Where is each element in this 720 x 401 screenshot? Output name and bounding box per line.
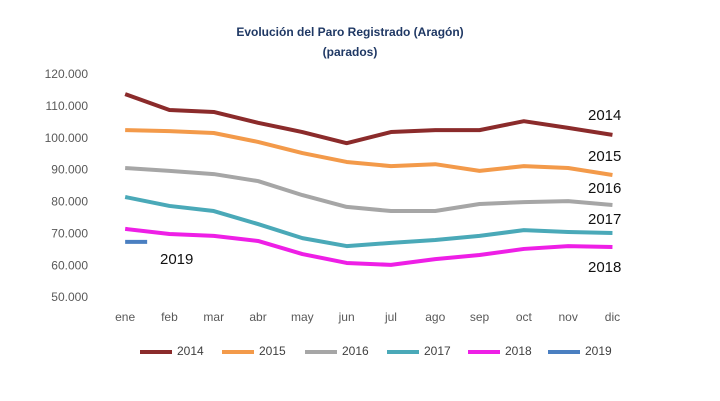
- y-tick-label: 50.000: [51, 290, 88, 304]
- legend-label: 2014: [177, 344, 204, 358]
- x-tick-label: abr: [249, 310, 266, 324]
- x-tick-label: dic: [605, 310, 620, 324]
- legend-label: 2015: [259, 344, 286, 358]
- series-line: [124, 226, 613, 267]
- series-label: 2018: [588, 259, 621, 276]
- x-tick-label: ago: [425, 310, 445, 324]
- series-label: 2015: [588, 148, 621, 165]
- x-tick-label: feb: [161, 310, 178, 324]
- x-tick-label: sep: [470, 310, 490, 324]
- x-tick-label: mar: [203, 310, 224, 324]
- y-tick-label: 110.000: [46, 99, 89, 113]
- x-tick-label: oct: [516, 310, 533, 324]
- series-line: [125, 166, 613, 214]
- x-tick-label: ene: [115, 310, 135, 324]
- series-line: [124, 195, 613, 249]
- legend-label: 2017: [424, 344, 451, 358]
- y-tick-label: 80.000: [51, 195, 88, 209]
- y-tick-label: 120.000: [45, 67, 89, 81]
- legend-label: 2019: [585, 344, 612, 358]
- y-tick-label: 90.000: [51, 163, 88, 177]
- series-line: [124, 92, 613, 146]
- x-tick-label: jul: [384, 310, 397, 324]
- series-label: 2016: [588, 180, 621, 197]
- x-tick-label: may: [291, 310, 314, 324]
- series-line: [125, 128, 613, 178]
- series-label: 2019: [160, 251, 193, 268]
- y-tick-label: 70.000: [51, 226, 88, 240]
- series-label: 2017: [588, 211, 621, 228]
- legend-label: 2016: [342, 344, 369, 358]
- chart-title: Evolución del Paro Registrado (Aragón): [236, 25, 463, 39]
- y-tick-label: 60.000: [51, 258, 88, 272]
- x-tick-label: jun: [338, 310, 355, 324]
- series-label: 2014: [588, 107, 621, 124]
- x-tick-label: nov: [558, 310, 577, 324]
- y-tick-label: 100.000: [45, 131, 89, 145]
- chart-subtitle: (parados): [323, 45, 378, 59]
- legend-label: 2018: [505, 344, 532, 358]
